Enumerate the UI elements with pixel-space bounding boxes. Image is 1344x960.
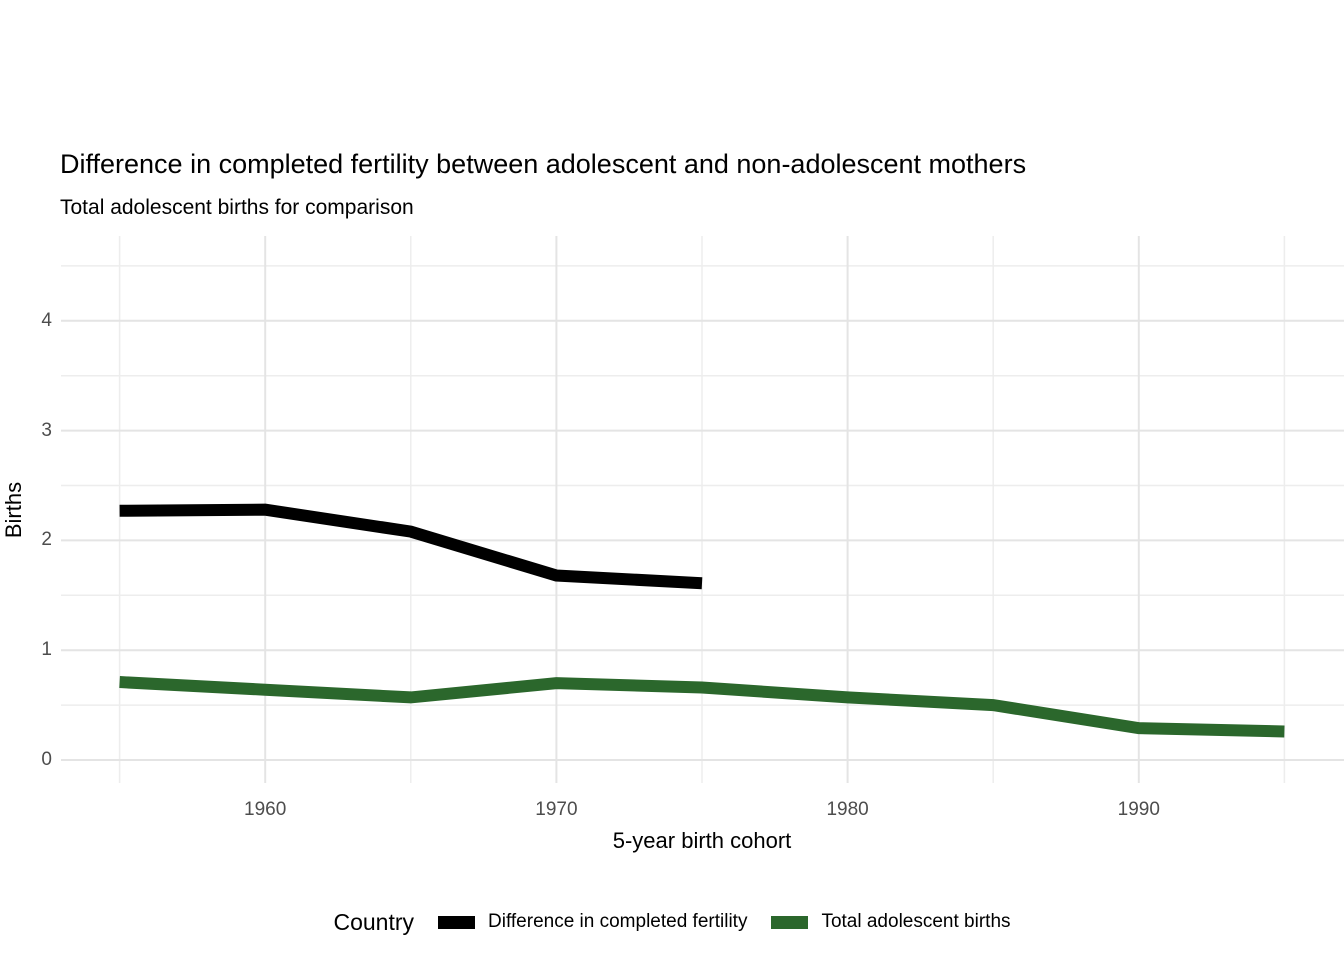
- legend-title: Country: [333, 908, 415, 935]
- x-tick-label: 1980: [826, 799, 869, 820]
- y-tick-label: 3: [41, 419, 52, 441]
- legend-swatch-adolescent: [771, 915, 809, 929]
- y-tick-label: 1: [41, 639, 52, 661]
- legend-label-difference: Difference in completed fertility: [488, 911, 748, 932]
- chart-title: Difference in completed fertility betwee…: [60, 149, 1027, 179]
- x-tick-label: 1960: [244, 799, 287, 820]
- legend-swatch-difference: [438, 915, 476, 929]
- legend: Country Difference in completed fertilit…: [0, 903, 1344, 941]
- legend-label-adolescent: Total adolescent births: [821, 911, 1011, 932]
- y-tick-label: 2: [41, 529, 52, 551]
- y-tick-label: 4: [41, 309, 52, 331]
- series-line-0: [119, 503, 703, 590]
- chart-subtitle: Total adolescent births for comparison: [60, 196, 414, 219]
- series-line-1: [119, 676, 1285, 738]
- x-tick-label: 1970: [535, 799, 578, 820]
- legend-item-difference: Difference in completed fertility: [438, 911, 747, 933]
- legend-item-adolescent: Total adolescent births: [771, 911, 1011, 933]
- x-axis-title: 5-year birth cohort: [612, 828, 792, 853]
- x-tick-label: 1990: [1117, 799, 1160, 820]
- y-tick-label: 0: [41, 749, 52, 770]
